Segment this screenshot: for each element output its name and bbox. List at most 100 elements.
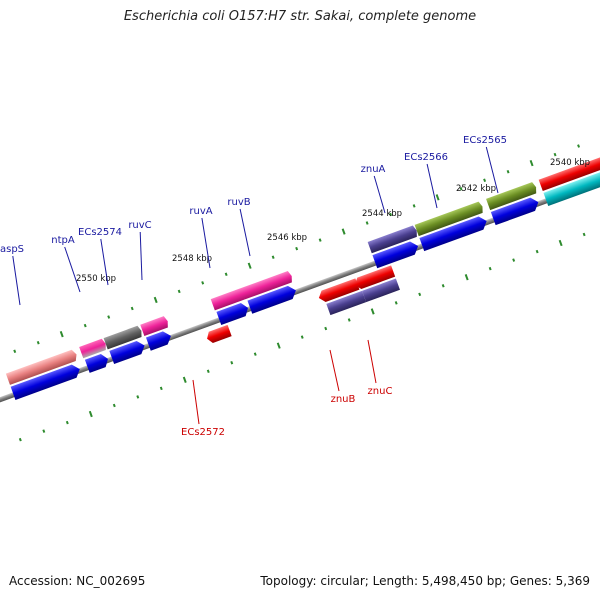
gene-label-znuB: znuB <box>331 394 356 405</box>
ruler-tick <box>295 246 299 251</box>
label-leader-line <box>201 217 211 269</box>
gene-label-ruvB: ruvB <box>227 197 250 208</box>
gene-label-ECs2574: ECs2574 <box>78 227 122 238</box>
ruler-tick <box>300 335 304 339</box>
ruler-ticks-lower <box>18 232 586 442</box>
ruler-tick <box>529 159 534 167</box>
label-leader-line <box>329 349 340 392</box>
ruler-tick <box>224 272 228 277</box>
ruler-tick <box>136 395 140 399</box>
ruler-tick <box>389 212 393 217</box>
cds-aspS[interactable] <box>10 363 83 400</box>
ruler-tick <box>177 289 181 294</box>
ruler-tick <box>318 238 322 242</box>
cds-ECs2566[interactable] <box>419 214 489 252</box>
ruler-tick <box>341 228 346 235</box>
ruler-tick <box>464 274 469 281</box>
ruler-tick <box>65 420 69 425</box>
cds-znuB[interactable] <box>317 278 360 303</box>
cds-znuC[interactable] <box>353 265 396 290</box>
cds-znuA[interactable] <box>372 239 420 269</box>
ruler-tick <box>512 258 516 262</box>
ruler-tick <box>370 308 375 315</box>
label-leader-line <box>485 146 499 194</box>
cds-ECs2574[interactable] <box>109 339 147 365</box>
ruler-tick-label: 2544 kbp <box>362 209 402 219</box>
ruler-tick <box>365 221 369 225</box>
feature-ruvB[interactable] <box>240 270 294 300</box>
label-leader-line <box>426 163 438 209</box>
ruler-tick <box>230 360 234 365</box>
ruler-tick <box>535 249 539 254</box>
feature-track <box>5 156 600 400</box>
ruler-tick <box>418 292 422 297</box>
ruler-tick <box>276 342 281 349</box>
ruler-tick <box>324 326 328 331</box>
ruler-tick-label: 2542 kbp <box>456 184 496 194</box>
gene-label-znuC: znuC <box>368 386 393 397</box>
cds-ruvA[interactable] <box>216 301 250 326</box>
feature-aspS[interactable] <box>5 349 79 385</box>
gene-label-ruvC: ruvC <box>128 220 151 231</box>
feature-ruvA[interactable] <box>210 287 247 311</box>
feature-znuA[interactable] <box>367 225 419 254</box>
ruler-ticks-upper <box>13 144 581 354</box>
ruler-tick <box>271 255 275 259</box>
ruler-tick <box>201 281 205 285</box>
cds-ruvB[interactable] <box>247 284 298 314</box>
feature-red-forward[interactable] <box>538 156 600 191</box>
ruler-tick <box>182 376 187 383</box>
ruler-tick <box>441 284 445 288</box>
ruler-tick <box>506 169 510 174</box>
feature-znuB[interactable] <box>326 290 367 316</box>
cds-ECs2572[interactable] <box>205 324 232 344</box>
feature-ECs2565[interactable] <box>486 181 538 211</box>
cds-ruvC[interactable] <box>145 329 173 351</box>
cds-teal-forward[interactable] <box>543 169 600 207</box>
cds-ECs2565[interactable] <box>490 196 541 226</box>
gene-label-ECs2566: ECs2566 <box>404 152 448 163</box>
ruler-tick <box>582 232 586 237</box>
ruler-tick <box>253 352 257 356</box>
ruler-tick <box>483 178 487 182</box>
gene-label-ECs2572: ECs2572 <box>181 427 225 438</box>
feature-ntpA[interactable] <box>79 338 108 359</box>
ruler-tick <box>558 239 563 247</box>
label-leader-line <box>367 339 377 384</box>
label-leader-line <box>239 208 251 257</box>
ruler-tick <box>107 315 111 319</box>
gene-labels: 2540 kbp 2542 kbp 2544 kbp 2546 kbp 2548 kbp… <box>0 135 590 438</box>
cds-ntpA[interactable] <box>84 352 110 373</box>
gene-label-ntpA: ntpA <box>51 235 75 246</box>
ruler-tick-label: 2546 kbp <box>267 233 307 243</box>
ruler-tick <box>18 437 22 442</box>
ruler-tick-label: 2548 kbp <box>172 254 212 264</box>
ruler-tick <box>577 144 581 148</box>
ruler-tick <box>159 386 163 391</box>
ruler-tick <box>42 429 46 433</box>
label-leader-line <box>12 255 21 306</box>
ruler-tick <box>59 330 64 338</box>
ruler-tick <box>13 349 17 354</box>
label-leader-line <box>64 246 81 293</box>
ruler-tick <box>153 296 158 304</box>
feature-znuC[interactable] <box>362 278 400 303</box>
label-leader-line <box>139 231 143 281</box>
ruler-tick <box>206 369 210 374</box>
label-leader-line <box>100 238 109 286</box>
gene-label-ECs2565: ECs2565 <box>463 135 507 146</box>
gene-label-aspS: aspS <box>0 244 24 255</box>
feature-ECs2574[interactable] <box>103 325 144 350</box>
ruler-tick <box>247 262 252 269</box>
feature-ruvC[interactable] <box>140 315 169 337</box>
genome-summary: Topology: circular; Length: 5,498,450 bp… <box>260 574 590 588</box>
ruler-tick <box>88 410 93 418</box>
feature-ECs2566[interactable] <box>414 201 485 237</box>
label-leader-line <box>373 175 386 214</box>
ruler-tick <box>459 187 463 191</box>
gene-label-ruvA: ruvA <box>189 206 212 217</box>
ruler-tick <box>130 306 134 311</box>
ruler-tick <box>112 403 116 408</box>
